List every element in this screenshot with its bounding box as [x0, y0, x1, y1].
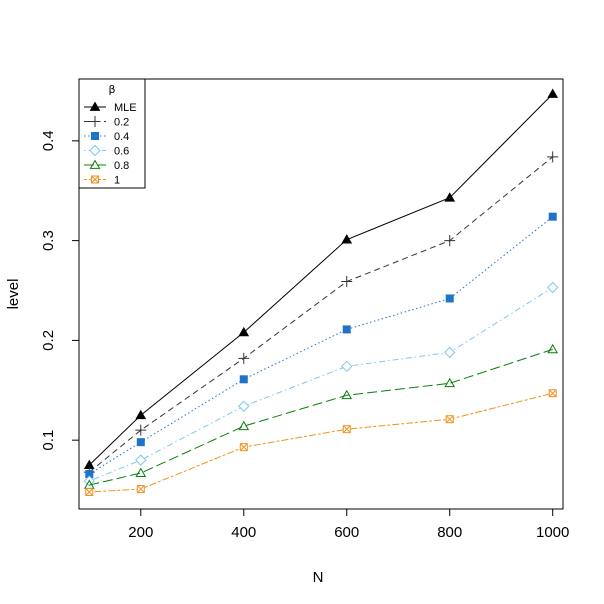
series-5: [85, 389, 557, 497]
data-point-1-2: [238, 352, 250, 364]
data-point-5-4: [445, 415, 454, 424]
data-point-5-5: [548, 389, 557, 398]
data-point-1-3: [341, 276, 353, 288]
legend-marker: [89, 159, 101, 169]
data-point-0-1: [135, 409, 147, 420]
legend-marker: [91, 132, 99, 140]
data-point-2-2: [239, 375, 248, 384]
legend-marker: [89, 144, 101, 157]
data-point-4-2: [238, 420, 250, 431]
legend-title: β: [108, 83, 115, 96]
legend-label: 0.2: [114, 117, 129, 129]
data-point-0-4: [444, 192, 456, 202]
plot-area: [83, 88, 559, 497]
series-line-4: [89, 348, 553, 486]
legend-entry-0: MLE: [84, 101, 137, 114]
data-point-0-3: [341, 234, 353, 244]
series-4: [83, 343, 559, 489]
data-point-2-4: [445, 294, 454, 303]
x-tick-label: 800: [437, 524, 462, 541]
legend-marker: [91, 175, 99, 184]
data-point-2-3: [342, 325, 351, 334]
series-line-2: [89, 216, 554, 475]
series-line-3: [89, 287, 553, 482]
x-axis: 200 400 600 800 1000: [128, 509, 569, 541]
legend-entry-1: 0.2: [84, 116, 129, 129]
series-0: [83, 88, 559, 469]
legend-marker: [89, 101, 101, 111]
data-point-4-5: [547, 343, 559, 354]
data-point-2-1: [136, 438, 145, 447]
data-point-5-0: [85, 488, 94, 497]
series-line-5: [89, 392, 553, 493]
y-axis: 0.1 0.2 0.3 0.4: [40, 130, 79, 451]
series-line-0: [88, 93, 554, 466]
legend-entry-5: 1: [84, 175, 120, 187]
data-point-4-3: [341, 389, 353, 400]
plot-frame: [78, 78, 564, 510]
legend-box: [78, 78, 146, 189]
legend-entry-3: 0.6: [84, 144, 129, 158]
legend-marker: [89, 116, 101, 127]
x-tick-label: 600: [334, 524, 359, 541]
x-tick-label: 200: [128, 524, 153, 541]
data-point-1-1: [135, 424, 147, 436]
data-point-3-4: [444, 346, 456, 359]
data-point-0-5: [547, 88, 559, 98]
y-tick-label: 0.3: [40, 230, 57, 251]
data-point-5-2: [239, 443, 248, 452]
data-point-3-1: [135, 454, 147, 466]
y-tick-label: 0.2: [40, 330, 57, 351]
x-axis-label: N: [313, 569, 324, 586]
series-3: [83, 281, 559, 487]
data-point-3-2: [238, 400, 250, 412]
legend-label: 1: [114, 175, 120, 187]
data-point-5-1: [136, 485, 145, 494]
legend: β MLE 0.2 0.4 0.6 0.8 1: [78, 78, 146, 189]
legend-entry-4: 0.8: [84, 159, 129, 172]
legend-label: 0.4: [114, 131, 129, 143]
y-axis-label: level: [5, 279, 22, 310]
data-point-1-5: [547, 151, 559, 163]
data-point-1-4: [444, 235, 456, 247]
x-tick-label: 1000: [536, 524, 569, 541]
legend-label: 0.6: [114, 146, 129, 158]
data-point-0-2: [238, 326, 250, 337]
x-tick-label: 400: [231, 524, 256, 541]
y-tick-label: 0.1: [40, 430, 57, 451]
legend-label: MLE: [114, 102, 137, 114]
data-point-4-1: [135, 467, 147, 477]
data-point-5-3: [342, 425, 351, 434]
data-point-3-5: [546, 281, 559, 294]
legend-label: 0.8: [114, 160, 129, 172]
series-line-1: [88, 156, 554, 473]
data-point-3-3: [341, 360, 353, 373]
legend-entry-2: 0.4: [84, 131, 129, 143]
data-point-4-4: [444, 377, 456, 388]
data-point-2-5: [548, 212, 557, 221]
y-tick-label: 0.4: [40, 130, 57, 151]
